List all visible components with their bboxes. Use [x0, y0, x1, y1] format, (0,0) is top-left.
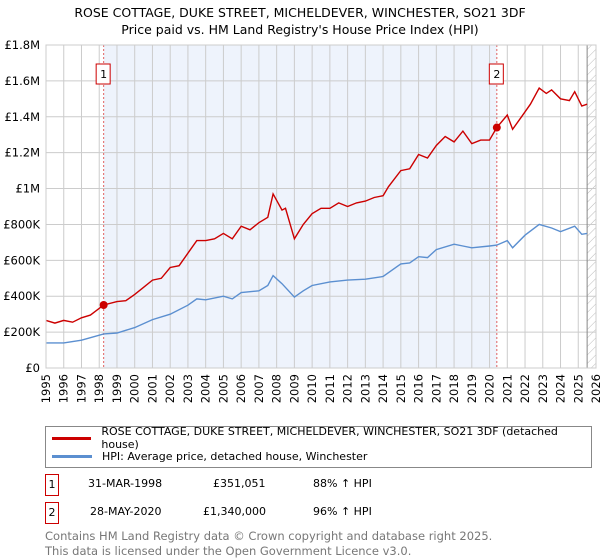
shaded-period: [103, 45, 497, 368]
y-tick-label: £1M: [15, 182, 40, 196]
x-tick-label: 2023: [536, 374, 550, 403]
sale-date: 31-MAR-1998: [88, 477, 163, 490]
x-tick-label: 2002: [163, 374, 177, 403]
x-tick-label: 1996: [57, 374, 71, 403]
x-tick-label: 2001: [145, 374, 159, 403]
x-tick-label: 2020: [483, 374, 497, 403]
x-tick-label: 2016: [412, 374, 426, 403]
y-tick-label: £400K: [3, 289, 40, 303]
x-tick-label: 2025: [571, 374, 585, 403]
sale-label: 2: [493, 68, 500, 81]
x-tick-label: 1997: [74, 374, 88, 403]
footer-copyright: Contains HM Land Registry data © Crown c…: [45, 529, 493, 543]
footer-licence: This data is licensed under the Open Gov…: [45, 544, 412, 558]
sale-price: £1,340,000: [203, 505, 266, 518]
series-line: [46, 223, 588, 344]
y-tick-label: £1.2M: [4, 146, 40, 160]
sale-label-box: [95, 63, 111, 85]
sale-hpi-diff: 96% ↑ HPI: [313, 505, 372, 518]
sale-label-box: [488, 63, 504, 85]
x-tick-label: 2005: [216, 374, 230, 403]
x-tick-label: 1995: [39, 374, 53, 403]
y-tick-label: £1.6M: [4, 74, 40, 88]
legend-label-hpi: HPI: Average price, detached house, Winc…: [102, 449, 368, 463]
x-tick-label: 2010: [305, 374, 319, 403]
legend-swatch-hpi: [52, 454, 92, 458]
x-tick-label: 2015: [394, 374, 408, 403]
x-tick-label: 2000: [128, 374, 142, 403]
x-tick-label: 1999: [110, 374, 124, 403]
sale-marker-badge: 2: [45, 502, 59, 524]
x-tick-label: 2007: [252, 374, 266, 403]
x-tick-label: 2012: [341, 374, 355, 403]
y-tick-label: £1.4M: [4, 110, 40, 124]
sale-point: [492, 123, 501, 132]
sale-label: 1: [100, 68, 107, 81]
legend-swatch-property: [52, 436, 92, 440]
sale-date: 28-MAY-2020: [90, 505, 162, 518]
x-tick-label: 2022: [518, 374, 532, 403]
x-tick-label: 2024: [554, 374, 568, 403]
chart-title: ROSE COTTAGE, DUKE STREET, MICHELDEVER, …: [74, 5, 526, 20]
series-line: [45, 87, 588, 324]
x-tick-label: 2006: [234, 374, 248, 403]
x-tick-label: 1998: [92, 374, 106, 403]
sale-hpi-diff: 88% ↑ HPI: [313, 477, 372, 490]
legend-label-property: ROSE COTTAGE, DUKE STREET, MICHELDEVER, …: [101, 425, 558, 451]
plot-border: [45, 44, 597, 369]
x-tick-label: 2008: [270, 374, 284, 403]
x-tick-label: 2018: [447, 374, 461, 403]
x-tick-label: 2026: [589, 374, 600, 403]
x-tick-label: 2014: [376, 374, 390, 403]
x-tick-label: 2017: [429, 374, 443, 403]
y-tick-label: £200K: [3, 325, 40, 339]
x-tick-label: 2011: [323, 374, 337, 403]
sale-price: £351,051: [213, 477, 266, 490]
x-tick-label: 2019: [465, 374, 479, 403]
sale-point: [99, 301, 108, 310]
x-tick-label: 2013: [358, 374, 372, 403]
y-tick-label: £0: [25, 361, 40, 375]
legend: ROSE COTTAGE, DUKE STREET, MICHELDEVER, …: [45, 425, 592, 468]
y-tick-label: £600K: [3, 253, 40, 267]
y-tick-label: £1.8M: [4, 38, 40, 52]
x-tick-label: 2004: [199, 374, 213, 403]
plot-area: 1995 1996 1997 1998 1999 2000 2001 2002 2003 2004…: [3, 38, 600, 403]
chart-subtitle: Price paid vs. HM Land Registry's House …: [121, 22, 479, 37]
x-tick-label: 2003: [181, 374, 195, 403]
x-tick-label: 2009: [287, 374, 301, 403]
y-tick-label: £800K: [3, 217, 40, 231]
sale-marker-badge: 1: [45, 474, 59, 496]
x-tick-label: 2021: [500, 374, 514, 403]
forecast-hatch: [587, 45, 596, 368]
